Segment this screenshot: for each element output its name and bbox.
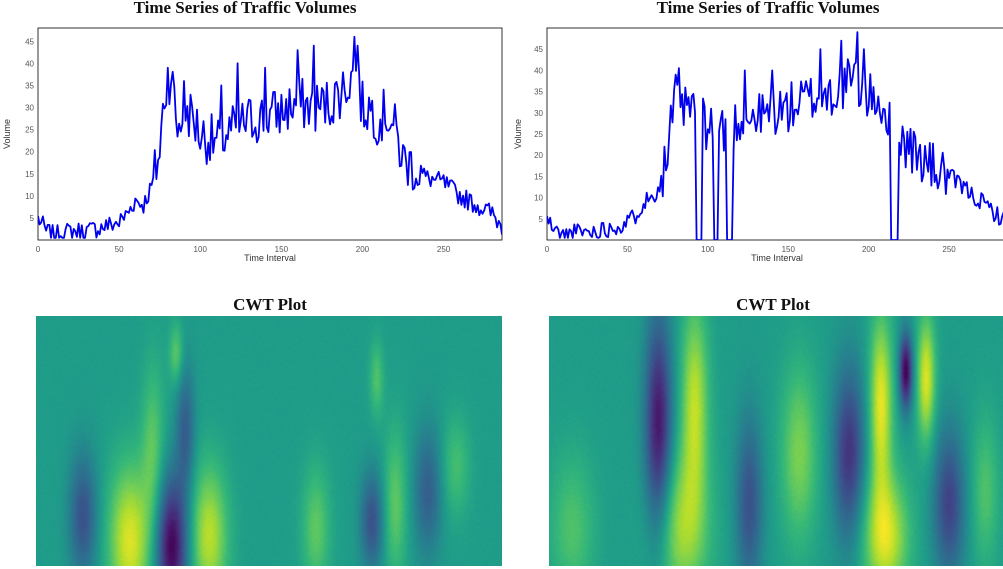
right-xlabel: Time Interval — [751, 253, 803, 263]
right-ytick-label: 35 — [534, 88, 543, 97]
left-ytick-label: 40 — [25, 59, 34, 68]
right-ytick-label: 25 — [534, 130, 543, 139]
right-ytick-label: 40 — [534, 66, 543, 75]
left-ytick-label: 15 — [25, 170, 34, 179]
right-ytick-label: 5 — [539, 215, 544, 224]
left-ytick-label: 5 — [30, 214, 35, 223]
right-xtick-label: 100 — [701, 245, 715, 254]
right-plot-frame — [546, 27, 1003, 241]
left-ytick-label: 10 — [25, 192, 34, 201]
left-xtick-label: 200 — [356, 245, 370, 254]
left-xtick-label: 50 — [115, 245, 124, 254]
right-xtick-label: 150 — [782, 245, 796, 254]
line-chart-right: 0 50 100 150 200 250 5 10 15 20 25 30 35 40 45 Time Int… — [513, 27, 1003, 263]
right-series-line — [547, 31, 1003, 240]
chart-title-right: Time Series of Traffic Volumes — [656, 0, 880, 17]
right-xtick-label: 250 — [942, 245, 956, 254]
left-xtick-label: 0 — [36, 245, 41, 254]
right-ytick-label: 10 — [534, 194, 543, 203]
left-xtick-label: 100 — [194, 245, 208, 254]
left-ytick-label: 30 — [25, 104, 34, 113]
cwt-title-left: CWT Plot — [233, 295, 307, 314]
right-ytick-label: 15 — [534, 172, 543, 181]
left-ylabel: Volume — [2, 119, 12, 149]
left-xtick-label: 150 — [275, 245, 289, 254]
cwt-title-right: CWT Plot — [736, 295, 810, 314]
left-series-line — [38, 35, 502, 239]
right-xtick-label: 200 — [862, 245, 876, 254]
left-xlabel: Time Interval — [244, 253, 296, 263]
left-ytick-label: 25 — [25, 126, 34, 135]
left-xtick-label: 250 — [437, 245, 451, 254]
left-plot-frame — [37, 27, 503, 241]
right-ylabel: Volume — [513, 119, 523, 149]
right-ytick-label: 30 — [534, 109, 543, 118]
chart-title-left: Time Series of Traffic Volumes — [133, 0, 357, 17]
line-chart-left: 0 50 100 150 200 250 5 10 15 20 25 30 35 40 45 Time Int… — [2, 27, 503, 263]
cwt-heatmap-right — [549, 316, 1003, 566]
cwt-heatmap-left — [36, 316, 502, 566]
right-ytick-label: 45 — [534, 45, 543, 54]
right-xtick-label: 50 — [623, 245, 632, 254]
left-ytick-label: 20 — [25, 148, 34, 157]
right-ytick-label: 20 — [534, 151, 543, 160]
left-ytick-label: 45 — [25, 37, 34, 46]
left-ytick-label: 35 — [25, 81, 34, 90]
right-xtick-label: 0 — [545, 245, 550, 254]
